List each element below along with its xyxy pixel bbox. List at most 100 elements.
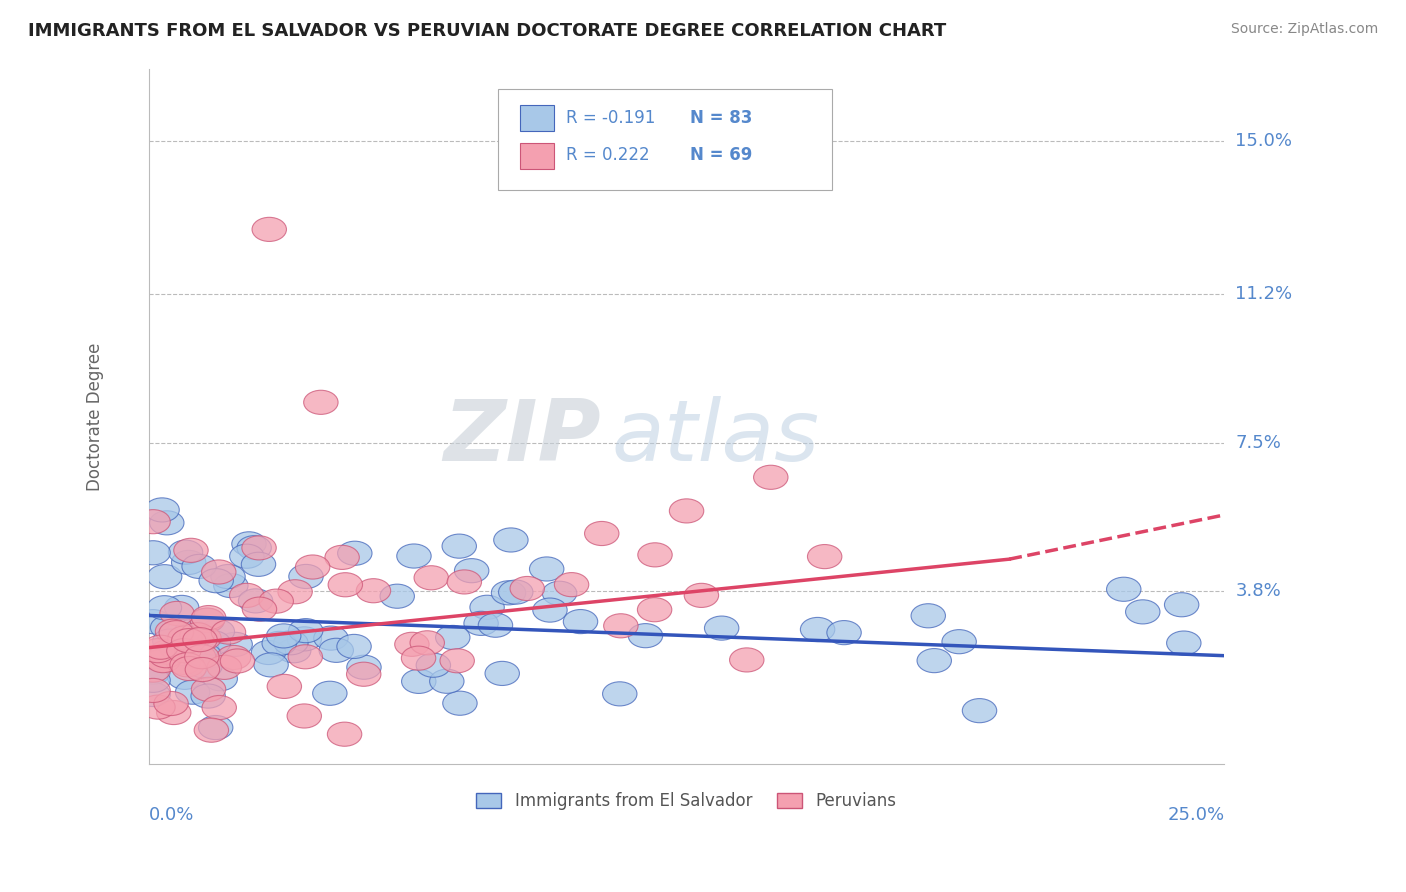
Ellipse shape xyxy=(218,632,252,657)
Ellipse shape xyxy=(274,631,308,655)
Ellipse shape xyxy=(146,648,181,672)
Ellipse shape xyxy=(200,568,233,593)
Ellipse shape xyxy=(267,624,301,648)
Ellipse shape xyxy=(638,543,672,567)
Ellipse shape xyxy=(1167,631,1201,655)
Ellipse shape xyxy=(430,669,464,693)
Ellipse shape xyxy=(262,632,297,656)
Ellipse shape xyxy=(190,608,225,632)
Ellipse shape xyxy=(443,691,477,715)
Text: 3.8%: 3.8% xyxy=(1236,582,1281,600)
Ellipse shape xyxy=(166,650,201,674)
Ellipse shape xyxy=(201,560,236,584)
Text: Source: ZipAtlas.com: Source: ZipAtlas.com xyxy=(1230,22,1378,37)
Ellipse shape xyxy=(585,522,619,546)
Ellipse shape xyxy=(288,645,322,669)
Ellipse shape xyxy=(186,657,219,681)
Ellipse shape xyxy=(287,704,322,728)
Ellipse shape xyxy=(188,654,222,679)
Ellipse shape xyxy=(146,648,180,673)
Ellipse shape xyxy=(136,679,170,703)
Ellipse shape xyxy=(304,391,337,415)
Ellipse shape xyxy=(252,640,285,665)
Ellipse shape xyxy=(347,655,381,680)
Ellipse shape xyxy=(187,626,221,650)
Legend: Immigrants from El Salvador, Peruvians: Immigrants from El Salvador, Peruvians xyxy=(468,784,905,819)
FancyBboxPatch shape xyxy=(520,143,554,169)
Ellipse shape xyxy=(195,631,231,655)
Ellipse shape xyxy=(447,570,481,594)
Ellipse shape xyxy=(167,639,201,663)
Ellipse shape xyxy=(356,579,391,603)
Ellipse shape xyxy=(187,643,221,667)
Ellipse shape xyxy=(337,541,373,566)
Ellipse shape xyxy=(499,580,533,604)
Ellipse shape xyxy=(229,583,264,607)
Ellipse shape xyxy=(190,608,225,632)
Ellipse shape xyxy=(136,609,170,633)
Ellipse shape xyxy=(411,631,444,655)
Ellipse shape xyxy=(942,630,976,654)
Ellipse shape xyxy=(156,700,191,724)
Ellipse shape xyxy=(191,606,226,630)
Ellipse shape xyxy=(136,658,170,682)
Ellipse shape xyxy=(181,554,217,579)
Ellipse shape xyxy=(254,653,288,677)
Ellipse shape xyxy=(136,682,170,706)
Ellipse shape xyxy=(491,581,526,605)
Ellipse shape xyxy=(242,536,276,560)
Ellipse shape xyxy=(754,466,787,490)
Ellipse shape xyxy=(172,629,205,653)
Ellipse shape xyxy=(149,511,184,535)
Ellipse shape xyxy=(277,639,311,663)
Ellipse shape xyxy=(207,656,242,680)
Ellipse shape xyxy=(395,632,429,657)
Ellipse shape xyxy=(295,555,330,579)
Ellipse shape xyxy=(478,613,513,637)
Text: N = 83: N = 83 xyxy=(690,109,752,127)
Ellipse shape xyxy=(288,618,323,643)
Ellipse shape xyxy=(485,661,519,685)
Ellipse shape xyxy=(200,619,235,643)
Ellipse shape xyxy=(191,684,225,708)
Ellipse shape xyxy=(470,595,505,619)
Ellipse shape xyxy=(159,621,194,645)
Ellipse shape xyxy=(150,640,184,665)
Ellipse shape xyxy=(603,681,637,706)
Ellipse shape xyxy=(325,545,360,569)
Ellipse shape xyxy=(440,648,474,673)
Ellipse shape xyxy=(136,509,170,533)
Ellipse shape xyxy=(287,627,322,651)
Ellipse shape xyxy=(704,616,740,640)
Text: ZIP: ZIP xyxy=(443,396,600,479)
Ellipse shape xyxy=(181,644,215,668)
Ellipse shape xyxy=(238,536,271,560)
Ellipse shape xyxy=(232,532,266,556)
Ellipse shape xyxy=(314,626,349,650)
Text: Doctorate Degree: Doctorate Degree xyxy=(86,343,104,491)
Ellipse shape xyxy=(167,626,202,650)
Ellipse shape xyxy=(141,639,174,663)
Ellipse shape xyxy=(396,544,432,568)
Ellipse shape xyxy=(416,653,450,677)
Ellipse shape xyxy=(917,648,952,673)
Text: atlas: atlas xyxy=(612,396,820,479)
Ellipse shape xyxy=(312,681,347,706)
Ellipse shape xyxy=(170,653,204,677)
Ellipse shape xyxy=(242,552,276,576)
Ellipse shape xyxy=(1107,577,1140,601)
Ellipse shape xyxy=(454,558,489,582)
Ellipse shape xyxy=(149,644,183,668)
Ellipse shape xyxy=(167,665,202,690)
Ellipse shape xyxy=(242,597,277,621)
Ellipse shape xyxy=(153,629,187,653)
Ellipse shape xyxy=(180,623,215,647)
Ellipse shape xyxy=(172,657,207,681)
Text: 15.0%: 15.0% xyxy=(1236,132,1292,150)
Ellipse shape xyxy=(184,645,219,669)
Ellipse shape xyxy=(239,589,273,613)
Ellipse shape xyxy=(229,544,264,568)
Text: 0.0%: 0.0% xyxy=(149,806,194,824)
Ellipse shape xyxy=(436,625,470,649)
Text: IMMIGRANTS FROM EL SALVADOR VS PERUVIAN DOCTORATE DEGREE CORRELATION CHART: IMMIGRANTS FROM EL SALVADOR VS PERUVIAN … xyxy=(28,22,946,40)
